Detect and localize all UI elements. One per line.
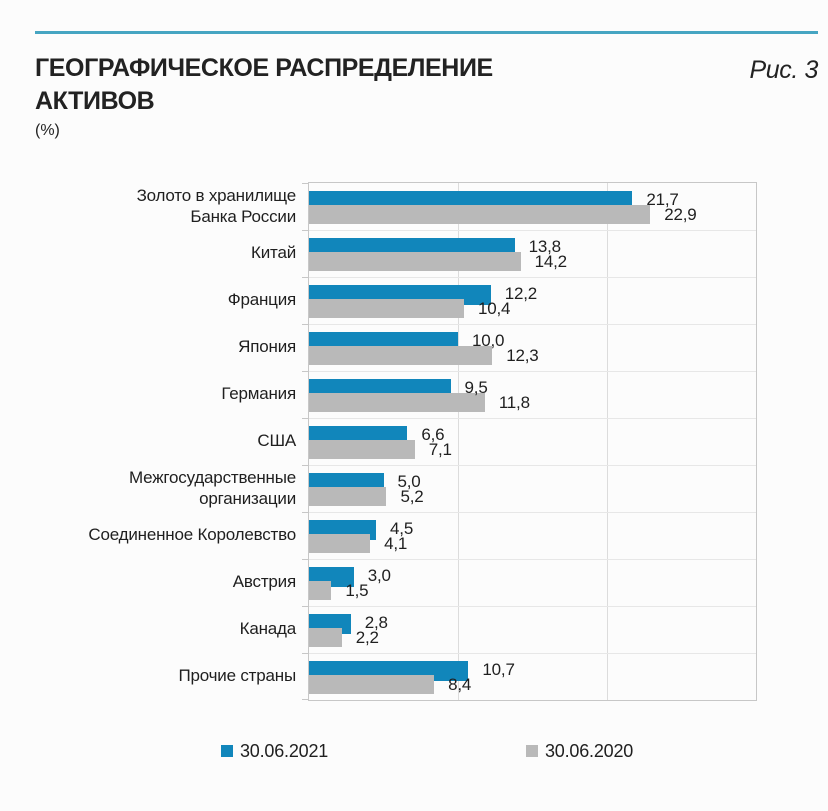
bar-2020	[309, 393, 485, 412]
category-label: Германия	[20, 370, 296, 417]
axis-tick	[302, 653, 309, 654]
value-label-2021: 21,7	[646, 190, 679, 209]
value-label-2021: 5,0	[397, 472, 421, 491]
bar-2020	[309, 628, 342, 647]
bar-2020	[309, 252, 521, 271]
legend-label-2020: 30.06.2020	[545, 740, 634, 761]
legend-swatch-2020-icon	[526, 745, 538, 757]
chart-legend: 30.06.2021 30.06.2020	[0, 740, 828, 762]
category-label: Австрия	[20, 558, 296, 605]
category-label: Межгосударственные организации	[20, 464, 296, 511]
axis-tick	[302, 465, 309, 466]
category-label: Золото в хранилище Банка России	[20, 182, 297, 229]
category-label: Соединенное Королевство	[20, 511, 296, 558]
bar-2020	[309, 675, 435, 694]
category-axis: Золото в хранилище Банка России Китай Франц…	[20, 182, 296, 699]
category-label: США	[20, 417, 296, 464]
legend-item-2020: 30.06.2020	[526, 740, 633, 762]
category-label: Франция	[20, 276, 296, 323]
bar-2020	[309, 440, 415, 459]
value-label-2021: 10,7	[482, 660, 515, 679]
value-label-2020: 4,1	[384, 534, 408, 553]
value-label-2020: 2,2	[355, 628, 379, 647]
category-label-line: Банка России	[190, 206, 296, 226]
axis-tick	[302, 230, 309, 231]
row-separator	[309, 277, 756, 278]
row-separator	[309, 653, 756, 654]
value-label-2020: 22,9	[664, 205, 697, 224]
legend-item-2021: 30.06.2021	[221, 740, 328, 762]
axis-tick	[302, 699, 309, 700]
row-separator	[309, 324, 756, 325]
figure-title-line2: АКТИВОВ	[35, 87, 155, 115]
category-label-line: Межгосударственные	[129, 467, 296, 487]
figure-title-line1: ГЕОГРАФИЧЕСКОЕ РАСПРЕДЕЛЕНИЕ	[35, 54, 493, 82]
value-label-2021: 6,6	[421, 425, 445, 444]
row-separator	[309, 512, 756, 513]
plot-area: 21,7 22,9 13,8 14,2 12,2 10,4 10,0 12,3 9,5 11,8 6…	[302, 182, 757, 701]
axis-tick	[302, 559, 309, 560]
category-label: Китай	[20, 229, 296, 276]
bar-2020	[309, 534, 371, 553]
category-label-line: Золото в хранилище	[136, 185, 297, 205]
bar-2020	[309, 487, 387, 506]
axis-tick	[302, 606, 309, 607]
value-label-2021: 10,0	[472, 331, 505, 350]
legend-swatch-2021-icon	[221, 745, 233, 757]
category-label: Прочие страны	[20, 652, 297, 699]
axis-tick	[302, 418, 309, 419]
value-label-2021: 3,0	[367, 566, 391, 585]
figure-number: Рис. 3	[749, 56, 819, 84]
figure-title: ГЕОГРАФИЧЕСКОЕ РАСПРЕДЕЛЕНИЕ АКТИВОВ	[35, 52, 595, 118]
value-label-2021: 12,2	[504, 284, 538, 303]
value-label-2021: 4,5	[390, 519, 414, 538]
gridline	[458, 183, 459, 700]
category-label-line: Германия	[221, 384, 296, 403]
row-separator	[309, 371, 756, 372]
axis-tick	[302, 324, 309, 325]
category-label-line: Канада	[239, 619, 297, 638]
value-label-2020: 5,2	[400, 487, 424, 506]
row-separator	[309, 606, 756, 607]
axis-tick	[302, 512, 309, 513]
category-label-line: Китай	[251, 243, 296, 262]
value-label-2021: 9,5	[464, 378, 488, 397]
value-label-2020: 10,4	[477, 299, 511, 318]
bar-2020	[309, 299, 464, 318]
bar-2020	[309, 205, 651, 224]
row-separator	[309, 418, 756, 419]
value-label-2021: 2,8	[364, 613, 388, 632]
category-label: Япония	[20, 323, 296, 370]
value-label-2020: 7,1	[428, 440, 452, 459]
category-label-line: Прочие страны	[178, 666, 297, 685]
legend-label-2021: 30.06.2021	[240, 740, 329, 761]
value-label-2020: 8,4	[448, 675, 472, 694]
category-label-line: США	[257, 431, 296, 450]
bar-2020	[309, 581, 332, 600]
row-separator	[309, 230, 756, 231]
accent-rule	[35, 31, 818, 34]
category-label-line: Австрия	[232, 572, 296, 591]
axis-tick	[302, 371, 309, 372]
axis-tick	[302, 183, 309, 184]
category-label-line: Франция	[227, 290, 296, 309]
category-label-line: организации	[199, 488, 296, 508]
value-label-2020: 12,3	[506, 346, 539, 365]
row-separator	[309, 465, 756, 466]
value-label-2020: 14,2	[534, 252, 567, 271]
value-label-2020: 1,5	[345, 581, 369, 600]
unit-label: (%)	[35, 122, 60, 139]
category-label-line: Соединенное Королевство	[88, 525, 296, 544]
category-label-line: Япония	[238, 337, 296, 356]
gridline	[607, 183, 608, 700]
value-label-2021: 13,8	[528, 237, 561, 256]
value-label-2020: 11,8	[498, 393, 530, 412]
bar-2020	[309, 346, 493, 365]
axis-tick	[302, 277, 309, 278]
category-label: Канада	[20, 605, 297, 652]
row-separator	[309, 559, 756, 560]
